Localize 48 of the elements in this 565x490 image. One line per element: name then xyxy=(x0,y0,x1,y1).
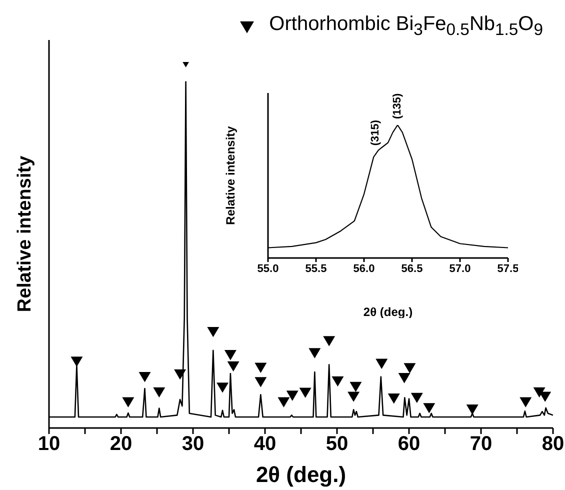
point xyxy=(254,362,267,374)
point xyxy=(278,397,290,408)
point xyxy=(520,397,532,408)
point xyxy=(216,382,229,393)
point xyxy=(423,403,436,414)
point xyxy=(227,361,240,372)
y-axis-title: Relative intensity xyxy=(223,126,238,225)
point xyxy=(299,388,312,398)
point xyxy=(376,358,388,369)
point xyxy=(398,373,410,384)
point xyxy=(153,387,166,398)
x-axis-title: 2θ (deg.) xyxy=(256,462,346,487)
x-tick-label: 57.0 xyxy=(449,262,471,275)
point xyxy=(350,382,362,392)
point xyxy=(138,372,151,382)
point xyxy=(332,376,344,387)
point xyxy=(388,394,400,404)
x-tick-label: 60 xyxy=(398,433,420,456)
point xyxy=(466,404,478,415)
x-tick-label: 50 xyxy=(326,433,348,456)
x-tick-label: 57.5 xyxy=(497,262,519,275)
x-tick-label: 55.5 xyxy=(305,262,327,275)
point xyxy=(539,392,552,402)
point xyxy=(70,356,83,367)
annotation: (135) xyxy=(392,92,404,119)
y-axis-title: Relative intensity xyxy=(14,155,36,312)
x-tick-label: 70 xyxy=(470,433,492,456)
point xyxy=(122,397,134,408)
legend-label: Orthorhombic Bi$_{3}$Fe$_{0.5}$Nb$_{1.5}$O$_{9}$ xyxy=(269,13,543,40)
x-tick-label: 56.0 xyxy=(353,262,375,275)
point xyxy=(323,336,336,346)
x-tick-label: 55.0 xyxy=(257,262,279,275)
x-tick-label: 40 xyxy=(254,433,276,456)
point xyxy=(254,377,267,388)
point xyxy=(174,369,186,380)
point xyxy=(286,390,298,401)
point xyxy=(308,348,321,358)
x-tick-label: 80 xyxy=(542,433,564,456)
point xyxy=(224,350,236,360)
annotation: (315) xyxy=(369,120,382,146)
point xyxy=(410,392,423,404)
x-tick-label: 20 xyxy=(110,433,132,456)
point xyxy=(348,392,360,402)
point xyxy=(404,363,416,374)
point xyxy=(207,326,220,338)
x-tick-label: 56.5 xyxy=(401,262,423,275)
x-tick-label: 30 xyxy=(182,433,204,456)
x-tick-label: 10 xyxy=(38,433,60,456)
